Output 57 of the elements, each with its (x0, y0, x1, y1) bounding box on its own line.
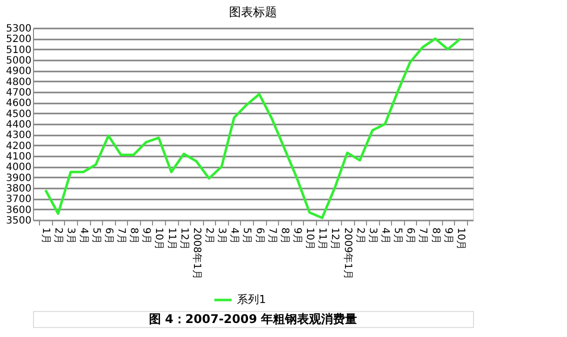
x-tick-label: 3月 (65, 228, 76, 244)
y-tick-label: 4000 (6, 162, 32, 174)
x-tick-label: 3月 (366, 228, 378, 244)
y-tick-label: 5100 (6, 44, 32, 56)
y-tick-label: 3600 (6, 204, 32, 216)
y-tick-label: 5200 (6, 34, 32, 46)
x-tick-label: 5月 (90, 228, 102, 244)
x-tick-label: 9月 (140, 228, 152, 244)
x-tick-label: 1月 (40, 228, 52, 244)
x-tick-label: 10月 (304, 228, 316, 250)
x-tick-label: 5月 (392, 228, 404, 244)
x-tick-label: 8月 (430, 228, 441, 244)
x-tick-label: 6月 (254, 228, 265, 244)
y-tick-label: 4900 (6, 66, 32, 78)
x-tick-label: 8月 (278, 228, 290, 244)
x-tick-label: 5月 (241, 228, 252, 244)
x-tick-label: 12月 (329, 228, 340, 250)
x-tick-label: 2月 (204, 228, 214, 244)
y-tick-label: 4500 (6, 108, 32, 120)
caption: 图 4：2007-2009 年粗钢表观消费量 (148, 312, 358, 326)
x-tick-label: 12月 (178, 228, 190, 250)
y-tick-label: 4100 (6, 152, 32, 162)
x-tick-label: 2月 (52, 228, 64, 244)
x-tick-label: 9月 (442, 228, 454, 244)
y-tick-label: 3500 (6, 216, 32, 226)
x-tick-label: 7月 (417, 228, 428, 244)
x-tick-label: 2月 (354, 228, 366, 244)
line-series (44, 37, 462, 220)
x-tick-label: 8月 (128, 228, 140, 244)
x-tick-label: 7月 (116, 228, 126, 244)
x-tick-label: 6月 (404, 228, 416, 244)
x-tick-label: 10月 (454, 228, 466, 250)
x-tick-label: 6月 (102, 228, 114, 244)
legend-label: 系列1 (237, 293, 266, 306)
y-tick-label: 3800 (6, 184, 32, 194)
x-tick-label: 2009年1月 (342, 228, 354, 280)
y-tick-label: 4600 (6, 98, 32, 110)
y-tick-label: 4200 (6, 140, 32, 152)
y-tick-label: 3900 (6, 172, 32, 184)
y-tick-label: 4300 (6, 130, 32, 142)
y-tick-label: 4400 (6, 120, 32, 130)
x-tick-label: 11月 (316, 228, 328, 250)
x-tick-label: 2008年1月 (190, 228, 203, 280)
y-tick-label: 5000 (6, 56, 32, 66)
x-tick-label: 4月 (380, 228, 390, 244)
y-tick-label: 4800 (6, 76, 32, 88)
x-tick-label: 11月 (166, 228, 177, 250)
x-tick-label: 9月 (292, 228, 302, 244)
y-tick-label: 5300 (6, 24, 32, 34)
chart-title: 图表标题 (229, 5, 277, 19)
y-tick-label: 4700 (6, 88, 32, 98)
x-tick-label: 7月 (266, 228, 278, 244)
x-tick-label: 4月 (78, 228, 89, 244)
y-tick-label: 3700 (6, 194, 32, 206)
x-tick-label: 10月 (153, 228, 164, 250)
x-tick-label: 3月 (216, 228, 228, 244)
x-tick-label: 4月 (228, 228, 240, 244)
